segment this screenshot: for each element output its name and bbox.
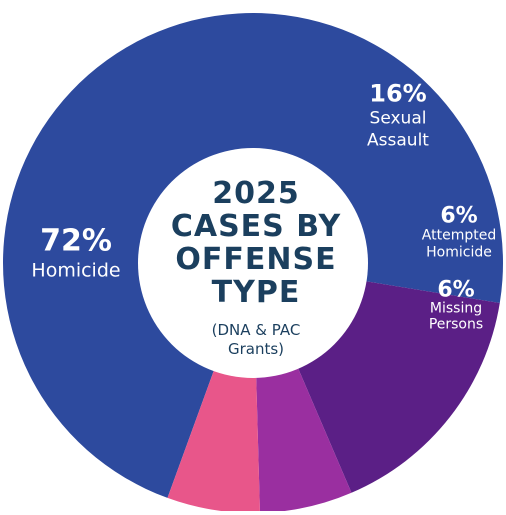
center-subtitle-line-2: Grants) — [228, 340, 284, 358]
center-hole — [138, 148, 368, 378]
slice-category-label: Attempted — [422, 228, 496, 244]
slice-value-label: 6% — [440, 204, 477, 229]
center-subtitle-line-1: (DNA & PAC — [212, 321, 301, 339]
center-subtitle: (DNA & PAC Grants) — [212, 321, 301, 358]
slice-category-label: Homicide — [31, 260, 120, 282]
slice-value-label: 72% — [40, 224, 112, 259]
center-title-line-4: TYPE — [212, 275, 301, 310]
labels-layer: 72%Homicide16%SexualAssault6%AttemptedHo… — [31, 79, 496, 332]
slice-category-label: Missing — [430, 301, 482, 317]
slice-category-label: Sexual — [370, 108, 427, 128]
slice-category-label: Assault — [367, 130, 429, 150]
slice-category-label: Homicide — [426, 245, 492, 261]
center-title-line-3: OFFENSE — [175, 242, 336, 277]
center-title: 2025 CASES BY OFFENSE TYPE — [171, 176, 342, 310]
center-title-line-1: 2025 — [212, 176, 300, 211]
slice-value-label: 16% — [369, 79, 426, 107]
slice-value-label: 6% — [437, 278, 474, 303]
center-title-line-2: CASES BY — [171, 209, 342, 244]
slice-category-label: Persons — [429, 317, 483, 333]
slice-label-homicide: 72%Homicide — [31, 224, 120, 282]
